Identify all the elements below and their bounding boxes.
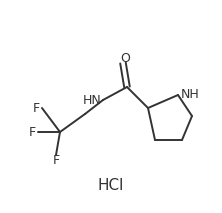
Text: F: F: [29, 125, 36, 138]
Text: HCl: HCl: [98, 178, 124, 193]
Text: F: F: [33, 102, 40, 115]
Text: F: F: [52, 154, 59, 167]
Text: HN: HN: [82, 94, 101, 106]
Text: O: O: [120, 52, 130, 65]
Text: NH: NH: [181, 88, 200, 102]
